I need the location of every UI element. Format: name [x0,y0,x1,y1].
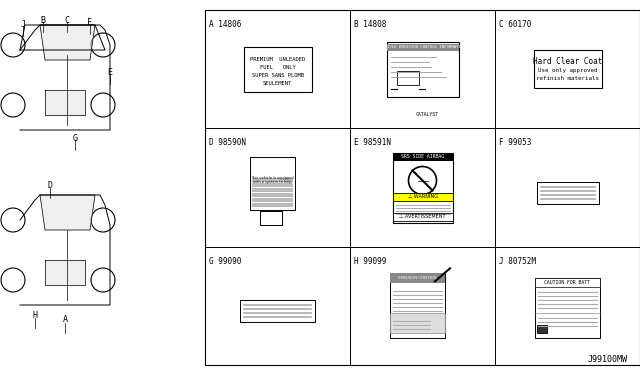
Circle shape [408,167,436,195]
Text: CAUTION FOR BATT: CAUTION FOR BATT [545,280,591,285]
Text: Hard Clear Coat: Hard Clear Coat [533,57,602,66]
Text: E 98591N: E 98591N [354,138,391,147]
Text: A 14806: A 14806 [209,20,241,29]
Circle shape [91,33,115,57]
Circle shape [91,208,115,232]
Text: C 60170: C 60170 [499,20,531,29]
Text: PREMIUM  UNLEADED: PREMIUM UNLEADED [250,57,305,62]
Bar [397,71,419,85]
Text: ⚠ AVERTISSEMENT: ⚠ AVERTISSEMENT [399,214,445,219]
Bar [252,192,293,196]
Bar [392,192,452,201]
Text: H 99099: H 99099 [354,257,387,266]
Text: D: D [47,180,52,189]
Text: refinish materials: refinish materials [536,76,599,81]
Bar [390,313,445,333]
Text: SRS SIDE AIRBAG: SRS SIDE AIRBAG [401,154,444,159]
Polygon shape [40,195,95,230]
Text: E: E [108,67,113,77]
Bar [535,278,600,338]
Text: F 99053: F 99053 [499,138,531,147]
Text: H: H [33,311,38,320]
Bar [392,153,452,160]
Bar [252,202,293,206]
Text: B: B [40,16,45,25]
Text: Use only approved: Use only approved [538,68,597,73]
Bar [390,273,445,338]
Bar [240,300,315,322]
Circle shape [1,268,25,292]
Text: G: G [72,134,77,142]
Text: FUEL   ONLY: FUEL ONLY [260,65,296,70]
Bar [205,10,640,365]
Text: CATALYST: CATALYST [416,112,439,117]
Text: G 99090: G 99090 [209,257,241,266]
Bar [392,153,452,222]
Bar [260,211,282,224]
Bar [387,44,458,51]
Circle shape [1,93,25,117]
Bar [537,325,547,333]
Bar [250,157,295,209]
Bar [535,278,600,287]
Text: with a system to help: with a system to help [253,180,292,185]
Polygon shape [45,90,85,115]
Circle shape [1,208,25,232]
Text: SEULEMENT: SEULEMENT [263,81,292,86]
Polygon shape [40,25,95,60]
Text: SUPER SANS PLOMB: SUPER SANS PLOMB [252,73,303,78]
Text: J99100MW: J99100MW [588,355,628,364]
Circle shape [1,33,25,57]
Bar [252,183,293,186]
Bar [252,198,293,202]
Text: C: C [65,16,70,25]
Text: A: A [63,315,67,324]
Text: F: F [88,17,93,26]
Bar [536,182,598,203]
Circle shape [91,268,115,292]
Bar [392,212,452,221]
Text: ⚠ WARNING: ⚠ WARNING [408,194,438,199]
Bar [252,177,293,182]
Bar [252,187,293,192]
Bar [390,273,445,283]
Text: D 98590N: D 98590N [209,138,246,147]
Text: J 80752M: J 80752M [499,257,536,266]
Polygon shape [45,260,85,285]
Bar [387,42,458,97]
Text: EMISSION CONTROL: EMISSION CONTROL [398,276,437,280]
Bar [534,50,602,88]
Text: VEHICLE EMISSION CONTROL INFORMATION: VEHICLE EMISSION CONTROL INFORMATION [380,45,465,49]
Text: This vehicle is equipped: This vehicle is equipped [251,176,294,180]
Bar [243,46,312,92]
Circle shape [91,93,115,117]
Text: B 14808: B 14808 [354,20,387,29]
Text: J: J [20,19,26,29]
